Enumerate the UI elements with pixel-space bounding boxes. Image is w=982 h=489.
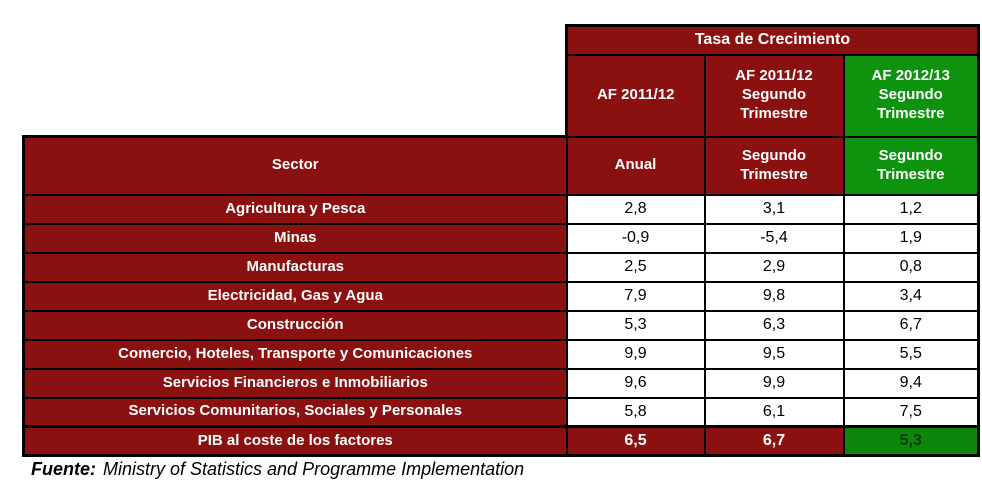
value-cell: 0,8 <box>842 251 980 283</box>
value-cell: 6,7 <box>842 309 980 341</box>
value-cell: 2,5 <box>565 251 706 283</box>
value-cell: 5,5 <box>842 338 980 370</box>
value-cell: -5,4 <box>703 222 845 254</box>
value-cell: 6,1 <box>703 396 845 428</box>
source-label: Fuente: <box>31 459 96 479</box>
total-value-cell: 6,7 <box>703 425 845 457</box>
sector-cell: Manufacturas <box>22 251 568 283</box>
source-text: Ministry of Statistics and Programme Imp… <box>103 459 525 479</box>
growth-rate-table: Tasa de Crecimiento AF 2011/12 AF 2011/1… <box>22 24 980 457</box>
value-cell: 7,5 <box>842 396 980 428</box>
period-header-af-2011-12-q2: AF 2011/12 Segundo Trimestre <box>703 53 845 138</box>
value-cell: 9,9 <box>703 367 845 399</box>
value-cell: 2,9 <box>703 251 845 283</box>
value-cell: 9,5 <box>703 338 845 370</box>
measure-header-anual: Anual <box>565 135 706 196</box>
value-cell: 3,4 <box>842 280 980 312</box>
blank-corner <box>23 54 567 137</box>
sector-column-header: Sector <box>22 135 568 196</box>
value-cell: 5,8 <box>565 396 706 428</box>
value-cell: 5,3 <box>565 309 706 341</box>
value-cell: 9,4 <box>842 367 980 399</box>
sector-cell: Construcción <box>22 309 568 341</box>
sector-cell: Electricidad, Gas y Agua <box>22 280 568 312</box>
sector-cell: Agricultura y Pesca <box>22 193 568 225</box>
value-cell: 3,1 <box>703 193 845 225</box>
source-note: Fuente: Ministry of Statistics and Progra… <box>31 459 524 480</box>
total-value-cell: 6,5 <box>565 425 706 457</box>
measure-header-segundo-trimestre-green: Segundo Trimestre <box>842 135 980 196</box>
sector-cell: Servicios Comunitarios, Sociales y Perso… <box>22 396 568 428</box>
value-cell: -0,9 <box>565 222 706 254</box>
sector-cell: Servicios Financieros e Inmobiliarios <box>22 367 568 399</box>
measure-header-segundo-trimestre: Segundo Trimestre <box>703 135 845 196</box>
sector-cell: Minas <box>22 222 568 254</box>
value-cell: 1,2 <box>842 193 980 225</box>
total-value-cell-green: 5,3 <box>842 425 980 457</box>
sector-cell: Comercio, Hoteles, Transporte y Comunica… <box>22 338 568 370</box>
value-cell: 1,9 <box>842 222 980 254</box>
value-cell: 6,3 <box>703 309 845 341</box>
value-cell: 7,9 <box>565 280 706 312</box>
value-cell: 9,8 <box>703 280 845 312</box>
value-cell: 9,9 <box>565 338 706 370</box>
value-cell: 2,8 <box>565 193 706 225</box>
value-cell: 9,6 <box>565 367 706 399</box>
period-header-af-2012-13-q2: AF 2012/13 Segundo Trimestre <box>842 53 980 138</box>
blank-corner <box>23 25 567 55</box>
total-label-cell: PIB al coste de los factores <box>22 425 568 457</box>
table-title: Tasa de Crecimiento <box>565 24 980 56</box>
period-header-af-2011-12: AF 2011/12 <box>565 53 706 138</box>
